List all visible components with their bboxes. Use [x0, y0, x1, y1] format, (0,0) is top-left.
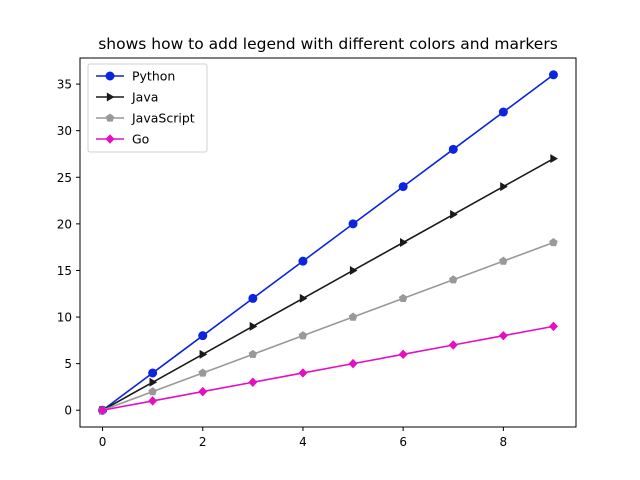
data-point: [148, 387, 157, 396]
data-point: [349, 265, 358, 275]
data-point: [398, 349, 408, 360]
data-point: [298, 331, 308, 340]
legend-item: Python: [96, 69, 175, 84]
data-point: [398, 293, 408, 303]
data-point: [98, 405, 108, 415]
data-point: [448, 340, 458, 350]
data-point: [348, 312, 358, 321]
data-point: [148, 368, 158, 378]
y-tick-label: 25: [57, 171, 72, 185]
axes-frame: [79, 57, 577, 428]
x-tick-label: 6: [399, 435, 407, 449]
series-python: [98, 70, 558, 415]
data-point: [400, 238, 408, 247]
data-point: [199, 349, 208, 359]
data-point: [448, 144, 458, 154]
y-tick-label: 5: [64, 357, 72, 371]
legend-item: JavaScript: [96, 111, 195, 126]
series-line: [102, 241, 554, 411]
data-point: [248, 349, 258, 358]
x-tick-label: 4: [299, 435, 307, 449]
y-tick-label: 15: [57, 264, 72, 278]
data-point: [198, 331, 208, 341]
data-point: [248, 293, 258, 303]
legend-marker: [105, 113, 115, 122]
legend-label: Go: [132, 132, 149, 147]
legend-marker: [106, 92, 115, 102]
data-point: [298, 368, 308, 378]
data-point: [448, 275, 458, 284]
series-go: [98, 321, 558, 415]
data-point: [198, 386, 208, 397]
x-tick-label: 0: [99, 435, 107, 449]
series-line: [102, 74, 554, 411]
data-point: [499, 256, 508, 265]
data-point: [248, 377, 258, 387]
data-point: [398, 182, 408, 192]
data-point: [549, 238, 558, 247]
series-line: [102, 157, 554, 411]
data-point: [550, 154, 558, 164]
data-point: [498, 107, 508, 117]
data-point: [348, 219, 358, 229]
x-tick-label: 2: [199, 435, 207, 449]
legend: Python Java JavaScript Go: [87, 63, 208, 153]
y-tick-label: 30: [57, 124, 72, 138]
legend-label: Java: [131, 90, 158, 105]
y-tick-label: 35: [57, 78, 72, 92]
series-java: [99, 154, 558, 415]
data-point: [198, 368, 208, 377]
legend-marker: [105, 71, 115, 81]
data-point: [450, 210, 458, 220]
data-point: [149, 377, 158, 387]
data-point: [299, 293, 308, 303]
plot-area: 0 2 4 6 8 0 5 10 15 20 25 30 35 Python Java JavaScript G…: [57, 57, 577, 449]
legend-label: JavaScript: [131, 111, 195, 126]
legend-item: Java: [96, 90, 158, 105]
legend-item: Go: [96, 132, 149, 147]
legend-label: Python: [132, 69, 175, 84]
data-point: [498, 330, 508, 341]
legend-marker: [105, 134, 115, 144]
series-line: [102, 325, 554, 412]
y-tick-label: 20: [57, 217, 72, 231]
legend-box: [87, 63, 208, 153]
data-point: [500, 182, 508, 192]
data-point: [298, 256, 308, 266]
data-point: [548, 321, 558, 332]
data-point: [548, 70, 558, 80]
x-tick-label: 8: [500, 435, 508, 449]
data-point: [348, 358, 358, 369]
y-tick-label: 0: [64, 404, 72, 418]
data-point: [249, 321, 258, 331]
data-point: [148, 396, 158, 406]
chart-title: shows how to add legend with different c…: [98, 35, 558, 53]
y-tick-label: 10: [57, 311, 72, 325]
